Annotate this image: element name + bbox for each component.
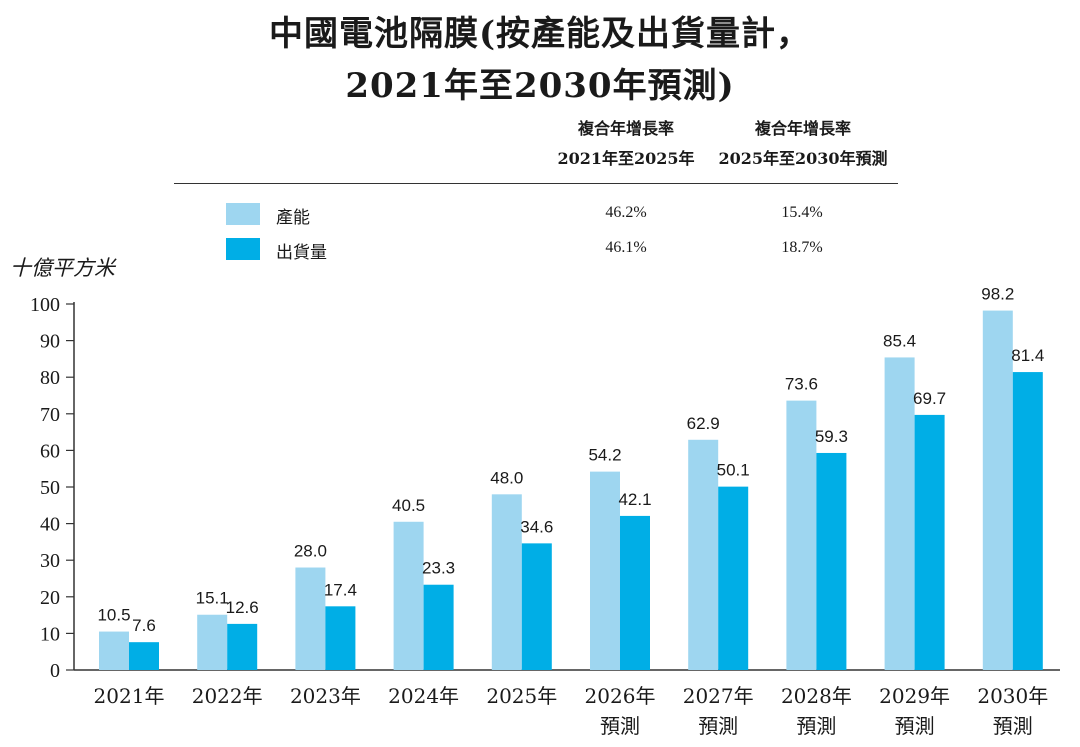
data-label-shipments: 7.6 (132, 616, 156, 635)
bar-shipments (816, 452, 847, 670)
chart-title-line-1: 中國電池隔膜(按產能及出貨量計， (268, 14, 812, 54)
bar-capacity (884, 357, 915, 670)
cagr-header-2-line-1: 複合年增長率 (754, 119, 851, 138)
data-label-shipments: 12.6 (226, 598, 259, 617)
x-tick-sublabel: 預測 (796, 714, 836, 738)
cagr-header-1: 複合年增長率 2021年至2025年 (556, 114, 696, 174)
x-tick-label: 2027年 (683, 684, 754, 708)
bar-shipments (914, 414, 945, 670)
x-tick-label: 2022年 (192, 684, 263, 708)
bar-capacity (491, 494, 522, 670)
data-label-shipments: 42.1 (618, 490, 651, 509)
bar-shipments (620, 515, 650, 670)
legend-swatch-capacity (226, 203, 260, 225)
cagr-header-2: 複合年增長率 2025年至2030年預測 (708, 114, 898, 174)
x-tick-label: 2028年 (781, 684, 852, 708)
legend-swatch-shipments (226, 238, 260, 260)
data-label-shipments: 50.1 (717, 461, 750, 480)
data-label-capacity: 54.2 (588, 446, 621, 465)
x-tick-label: 2030年 (977, 684, 1048, 708)
cagr-capacity-2021-2025: 46.2% (605, 204, 647, 221)
cagr-shipments-2025-2030: 18.7% (781, 239, 823, 256)
data-label-capacity: 15.1 (196, 589, 229, 608)
x-tick-label: 2021年 (94, 684, 165, 708)
data-label-shipments: 59.3 (815, 427, 848, 446)
y-tick-label: 60 (40, 440, 60, 462)
y-tick-label: 40 (40, 514, 60, 536)
x-tick-label: 2029年 (879, 684, 950, 708)
bar-shipments (1012, 372, 1043, 670)
cagr-header-1-line-1: 複合年增長率 (577, 119, 674, 138)
y-tick-label: 70 (40, 404, 60, 426)
bar-shipments (227, 623, 258, 670)
data-label-shipments: 34.6 (520, 517, 553, 536)
bar-shipments (325, 606, 356, 670)
bar-capacity (197, 614, 228, 670)
data-label-capacity: 10.5 (97, 606, 130, 625)
x-tick-label: 2024年 (388, 684, 459, 708)
data-label-shipments: 69.7 (913, 389, 946, 408)
data-label-capacity: 73.6 (785, 375, 818, 394)
bar-shipments (521, 543, 552, 670)
data-label-capacity: 62.9 (687, 414, 720, 433)
y-tick-label: 50 (40, 477, 60, 499)
y-tick-label: 0 (50, 660, 60, 682)
data-label-capacity: 40.5 (392, 496, 425, 515)
legend-label-capacity: 產能 (276, 208, 310, 228)
data-label-shipments: 17.4 (324, 580, 357, 599)
x-tick-label: 2026年 (585, 684, 656, 708)
x-tick-sublabel: 預測 (698, 714, 738, 738)
y-tick-label: 80 (40, 367, 60, 389)
data-label-capacity: 48.0 (490, 468, 523, 487)
x-tick-sublabel: 預測 (993, 714, 1033, 738)
bar-capacity (590, 471, 620, 670)
bar-capacity (982, 310, 1013, 670)
x-tick-label: 2025年 (486, 684, 557, 708)
x-tick-label: 2023年 (290, 684, 361, 708)
y-tick-label: 90 (40, 331, 60, 353)
y-tick-label: 30 (40, 550, 60, 572)
y-axis-unit-label: 十億平方米 (10, 256, 115, 280)
x-tick-sublabel: 預測 (895, 714, 935, 738)
header-divider (174, 183, 898, 184)
y-tick-label: 10 (40, 623, 60, 645)
cagr-shipments-2021-2025: 46.1% (605, 239, 647, 256)
data-label-shipments: 23.3 (422, 559, 455, 578)
cagr-capacity-2025-2030: 15.4% (781, 204, 823, 221)
data-label-capacity: 28.0 (294, 542, 327, 561)
data-label-shipments: 81.4 (1011, 346, 1044, 365)
y-tick-label: 100 (30, 294, 60, 316)
cagr-header-2-line-2: 2025年至2030年預測 (718, 149, 888, 168)
legend-label-shipments: 出貨量 (276, 243, 327, 263)
bar-shipments (129, 642, 159, 670)
bar-capacity (99, 631, 129, 670)
data-label-capacity: 85.4 (883, 331, 916, 350)
bar-shipments (718, 486, 749, 670)
x-tick-sublabel: 預測 (600, 714, 640, 738)
bar-capacity (786, 400, 817, 670)
y-tick-label: 20 (40, 587, 60, 609)
cagr-header-1-line-2: 2021年至2025年 (557, 149, 695, 168)
chart-title-line-2: 2021年至2030年預測) (345, 66, 735, 106)
bar-capacity (688, 439, 719, 670)
bar-capacity (295, 567, 326, 670)
bar-shipments (423, 584, 454, 670)
bar-capacity (393, 521, 424, 670)
data-label-capacity: 98.2 (981, 285, 1014, 304)
